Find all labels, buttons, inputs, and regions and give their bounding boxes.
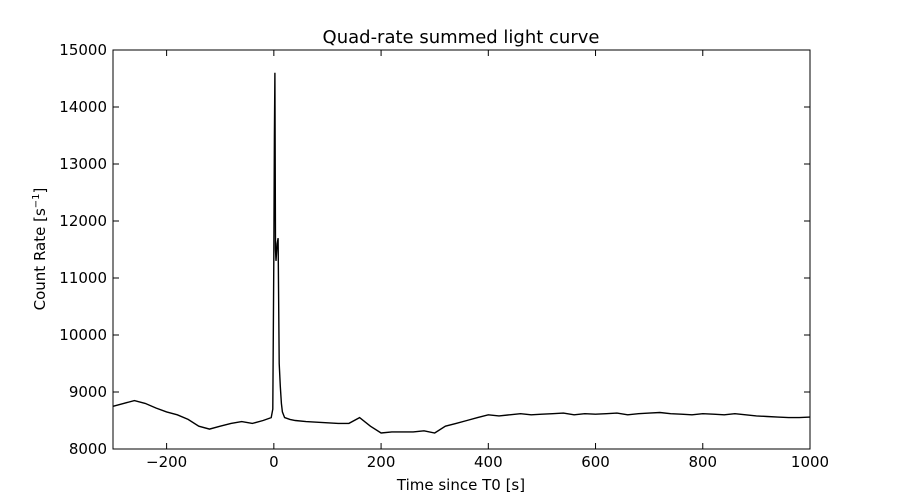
chart-title: Quad-rate summed light curve (323, 27, 600, 48)
y-axis-label-main: Count Rate [s (31, 208, 49, 310)
y-tick-label: 8000 (69, 440, 107, 458)
y-axis-label-end: ] (31, 188, 49, 194)
y-tick-label: 14000 (59, 98, 107, 116)
y-tick-label: 13000 (59, 155, 107, 173)
x-tick-label: 800 (688, 453, 717, 471)
x-tick-label: −200 (146, 453, 187, 471)
x-tick-label: 1000 (791, 453, 829, 471)
tick-group: −200 0 200 400 600 800 1000 8000 9000 10000 11000 1… (59, 41, 829, 471)
y-tick-label: 10000 (59, 326, 107, 344)
x-tick-label: 200 (367, 453, 396, 471)
x-tick-label: 400 (474, 453, 503, 471)
y-tick-label: 11000 (59, 269, 107, 287)
y-tick-label: 12000 (59, 212, 107, 230)
plot-frame (112, 49, 811, 450)
series-line (112, 72, 811, 434)
y-axis-label-superscript: −1 (31, 193, 42, 208)
x-tick-label: 600 (581, 453, 610, 471)
y-tick-label: 15000 (59, 41, 107, 59)
y-tick-label: 9000 (69, 383, 107, 401)
x-axis-label: Time since T0 [s] (396, 476, 525, 494)
x-tick-label: 0 (269, 453, 279, 471)
y-axis-label: Count Rate [s−1] (31, 188, 49, 311)
